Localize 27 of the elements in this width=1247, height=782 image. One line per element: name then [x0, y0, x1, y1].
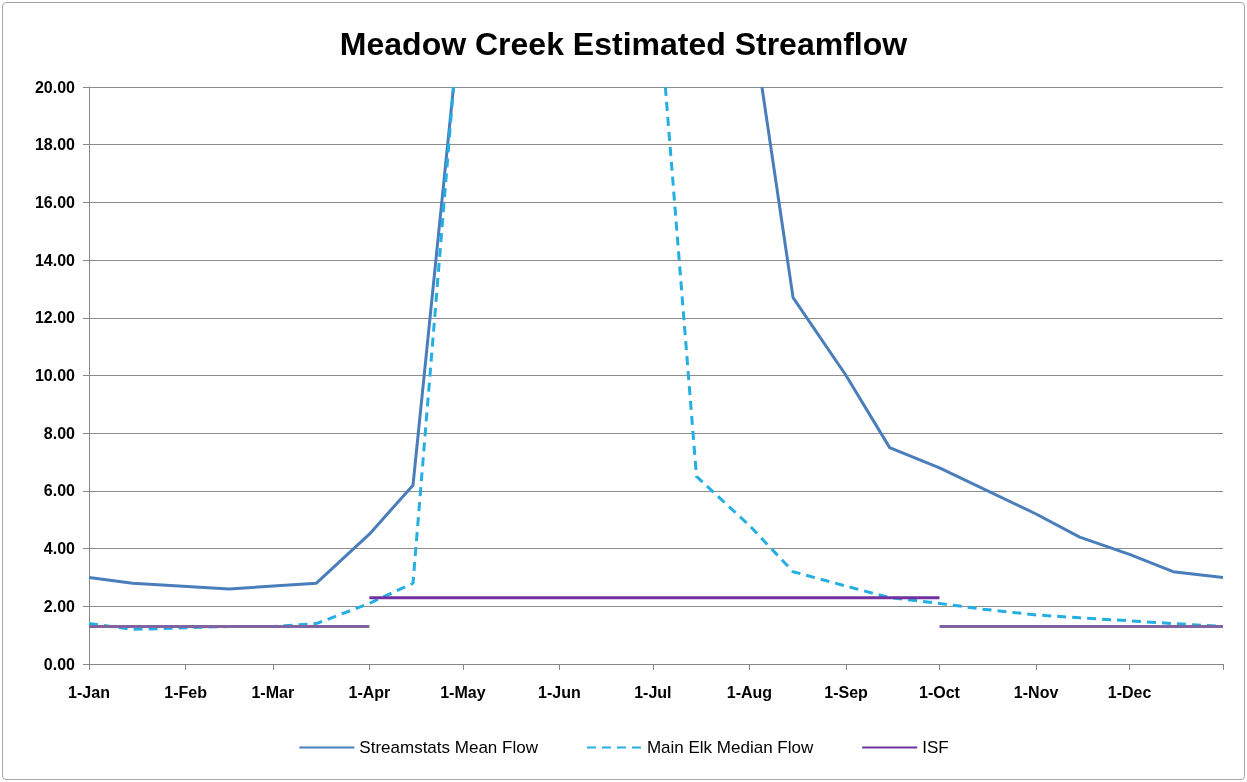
x-tick-label: 1-May: [440, 683, 486, 701]
y-tick-label: 10.00: [34, 367, 76, 384]
x-tick-label: 1-Jul: [634, 683, 672, 701]
y-tick-label: 6.00: [43, 482, 76, 500]
x-tick-label: 1-Jun: [538, 683, 581, 701]
x-tick-label: 1-Mar: [251, 683, 295, 701]
y-tick-label: 2.00: [43, 597, 76, 615]
x-tick-label: 1-Aug: [726, 683, 773, 701]
y-tick-label: 20.00: [34, 78, 76, 96]
legend-label: Main Elk Median Flow: [646, 738, 814, 757]
legend-label: ISF: [922, 738, 949, 757]
y-tick-label: 0.00: [43, 655, 76, 673]
x-tick-label: 1-Oct: [919, 683, 961, 701]
x-tick-label: 1-Dec: [1107, 683, 1152, 701]
y-tick-label: 16.00: [34, 193, 76, 211]
x-tick-label: 1-Sep: [824, 683, 869, 701]
y-tick-label: 18.00: [34, 136, 76, 154]
x-tick-label: 1-Apr: [348, 683, 391, 701]
x-tick-label: 1-Feb: [164, 683, 208, 701]
x-tick-label: 1-Nov: [1013, 683, 1059, 701]
y-tick-label: 8.00: [43, 424, 76, 442]
y-tick-label: 14.00: [34, 251, 76, 269]
chart-title: Meadow Creek Estimated Streamflow: [339, 26, 908, 62]
x-tick-label: 1-Jan: [68, 683, 110, 701]
y-tick-label: 12.00: [34, 309, 76, 327]
y-tick-label: 4.00: [43, 540, 76, 558]
legend-label: Streamstats Mean Flow: [359, 738, 539, 757]
